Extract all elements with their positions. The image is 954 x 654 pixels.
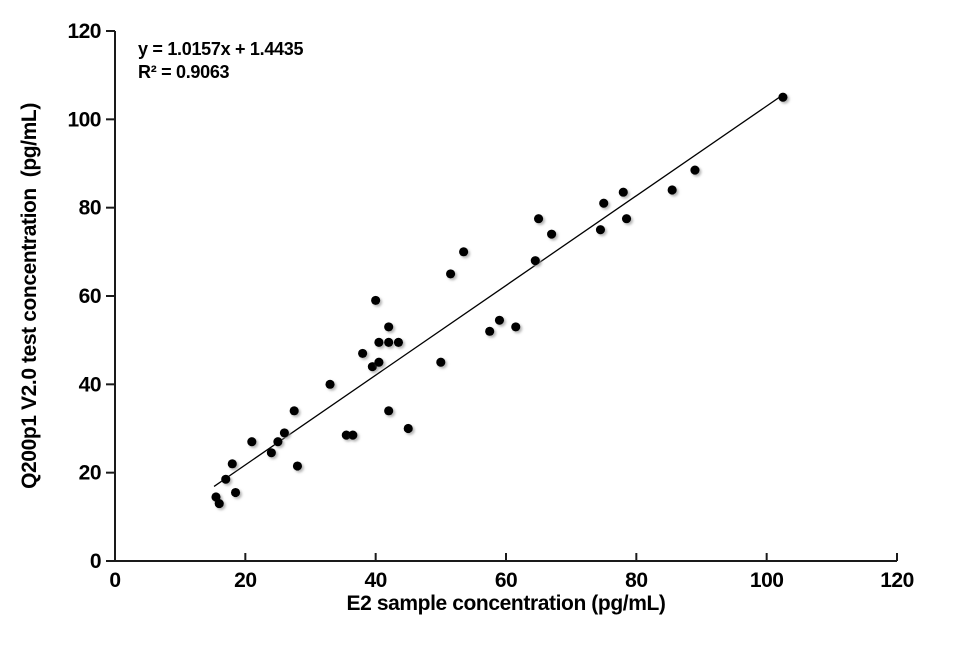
data-point bbox=[384, 337, 394, 347]
data-point bbox=[494, 315, 505, 325]
y-tick-label: 0 bbox=[90, 550, 101, 573]
data-point bbox=[511, 322, 521, 332]
data-point bbox=[599, 198, 609, 208]
y-axis-title: Q200p1 V2.0 test concentration (pg/mL) bbox=[18, 103, 41, 489]
data-point bbox=[778, 92, 788, 102]
data-point bbox=[618, 187, 628, 197]
data-point bbox=[384, 406, 394, 416]
data-point bbox=[341, 430, 351, 440]
data-point bbox=[690, 165, 700, 175]
x-tick-label: 100 bbox=[750, 569, 784, 592]
data-point bbox=[403, 423, 413, 434]
data-point bbox=[214, 498, 224, 509]
x-tick-label: 40 bbox=[364, 569, 386, 592]
data-point bbox=[227, 459, 237, 469]
data-point bbox=[621, 214, 632, 224]
data-point bbox=[230, 487, 241, 498]
data-point bbox=[367, 362, 378, 372]
data-point bbox=[459, 247, 469, 257]
data-point bbox=[279, 428, 290, 438]
data-point bbox=[325, 379, 335, 389]
data-point bbox=[273, 437, 283, 447]
y-tick-label: 120 bbox=[67, 20, 101, 43]
data-point bbox=[595, 225, 606, 235]
regression-equation: y = 1.0157x + 1.4435 bbox=[138, 39, 304, 59]
data-point bbox=[358, 348, 368, 359]
data-point bbox=[446, 269, 456, 279]
regression-r-squared: R² = 0.9063 bbox=[138, 62, 230, 82]
y-tick-label: 60 bbox=[79, 285, 101, 308]
data-point bbox=[530, 256, 540, 266]
data-point bbox=[266, 448, 276, 458]
data-point bbox=[247, 437, 257, 447]
data-point bbox=[371, 295, 381, 306]
data-point bbox=[436, 357, 446, 367]
x-tick-label: 0 bbox=[109, 569, 120, 592]
regression-annotation: y = 1.0157x + 1.4435 R² = 0.9063 bbox=[138, 38, 303, 84]
data-point bbox=[374, 337, 384, 347]
x-tick-label: 120 bbox=[880, 569, 914, 592]
x-tick-label: 60 bbox=[495, 569, 517, 592]
y-tick-label: 80 bbox=[79, 197, 101, 220]
data-point bbox=[221, 474, 231, 484]
data-point bbox=[547, 229, 557, 239]
x-tick-label: 80 bbox=[625, 569, 647, 592]
y-tick-label: 40 bbox=[79, 373, 101, 396]
data-point bbox=[533, 214, 544, 224]
data-point bbox=[292, 461, 303, 471]
x-axis-title: E2 sample concentration (pg/mL) bbox=[346, 592, 666, 615]
data-point bbox=[384, 322, 394, 332]
trendline bbox=[213, 94, 784, 487]
data-point bbox=[485, 326, 495, 336]
data-point bbox=[374, 357, 384, 367]
data-point bbox=[348, 430, 358, 440]
x-tick-label: 20 bbox=[234, 569, 256, 592]
y-tick-label: 20 bbox=[79, 462, 101, 485]
y-tick-label: 100 bbox=[67, 108, 101, 131]
data-point bbox=[393, 337, 404, 347]
data-point bbox=[667, 185, 677, 195]
data-point bbox=[289, 406, 299, 416]
